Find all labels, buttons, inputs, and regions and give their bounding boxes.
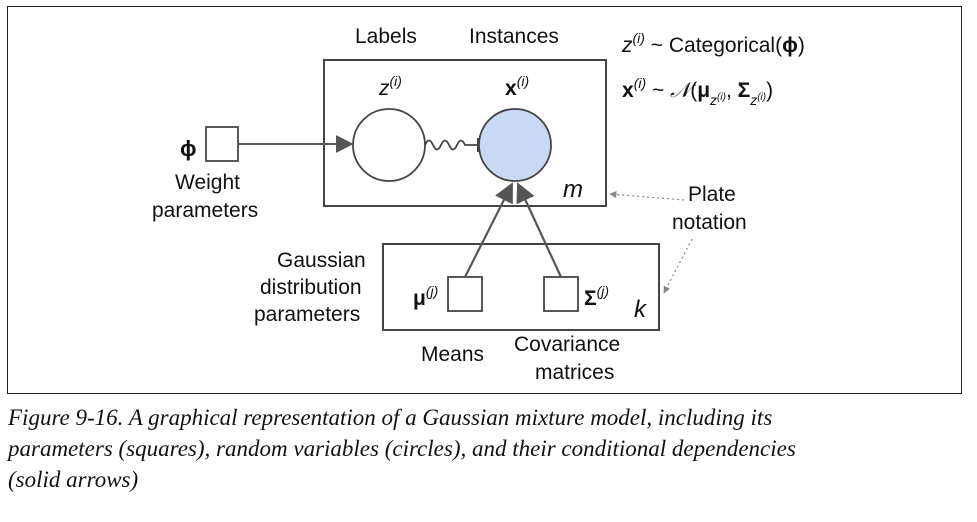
means-label: Means <box>421 343 484 366</box>
caption-line-3: (solid arrows) <box>8 467 139 492</box>
plate-m-box <box>323 59 607 207</box>
phi-symbol: ϕ <box>180 136 197 161</box>
x-instance-node <box>478 108 552 182</box>
plate-m-label: m <box>563 176 583 203</box>
z-node-label: z(i) <box>378 73 402 100</box>
sigma-parameter-square <box>543 276 579 312</box>
mu-to-x-arrow <box>464 182 513 278</box>
plate-k-label: k <box>634 296 648 323</box>
plate-notation-pointer-k <box>663 238 693 294</box>
z-variable-node <box>352 108 426 182</box>
mu-node-label: μ(j) <box>413 283 438 310</box>
figure-frame: Labels Instances m z(i) x(i) ϕ Weight pa… <box>7 6 962 394</box>
sigma-to-x-arrow <box>516 182 562 278</box>
plate-notation-pointer-m <box>609 190 685 201</box>
plate-notation-line1: Plate <box>688 183 736 206</box>
phi-parameter-square <box>205 126 239 162</box>
equation-x-normal: x(i) ~ 𝒩(μz(i), Σz(i)) <box>622 75 773 108</box>
plate-notation-line2: notation <box>672 211 747 234</box>
weight-label-line1: Weight <box>175 171 240 194</box>
gaussian-label-line1: Gaussian <box>277 249 366 272</box>
covariance-label-line1: Covariance <box>514 333 620 356</box>
plate-k-box <box>382 243 660 331</box>
gaussian-label-line3: parameters <box>254 303 360 326</box>
sigma-node-label: Σ(j) <box>584 283 609 310</box>
figure-caption: Figure 9-16. A graphical representation … <box>8 402 968 495</box>
instances-header: Instances <box>469 25 559 48</box>
caption-line-2: parameters (squares), random variables (… <box>8 436 796 461</box>
caption-line-1: Figure 9-16. A graphical representation … <box>8 405 773 430</box>
categorical-dependency-squiggle <box>424 139 478 151</box>
equation-z-categorical: z(i) ~ Categorical(ϕ) <box>621 30 805 57</box>
x-node-label: x(i) <box>505 73 529 100</box>
gaussian-label-line2: distribution <box>260 276 362 299</box>
mu-parameter-square <box>447 276 483 312</box>
gmm-diagram: Labels Instances m z(i) x(i) ϕ Weight pa… <box>152 25 805 384</box>
covariance-label-line2: matrices <box>535 361 614 384</box>
labels-header: Labels <box>355 25 417 48</box>
weight-label-line2: parameters <box>152 199 258 222</box>
